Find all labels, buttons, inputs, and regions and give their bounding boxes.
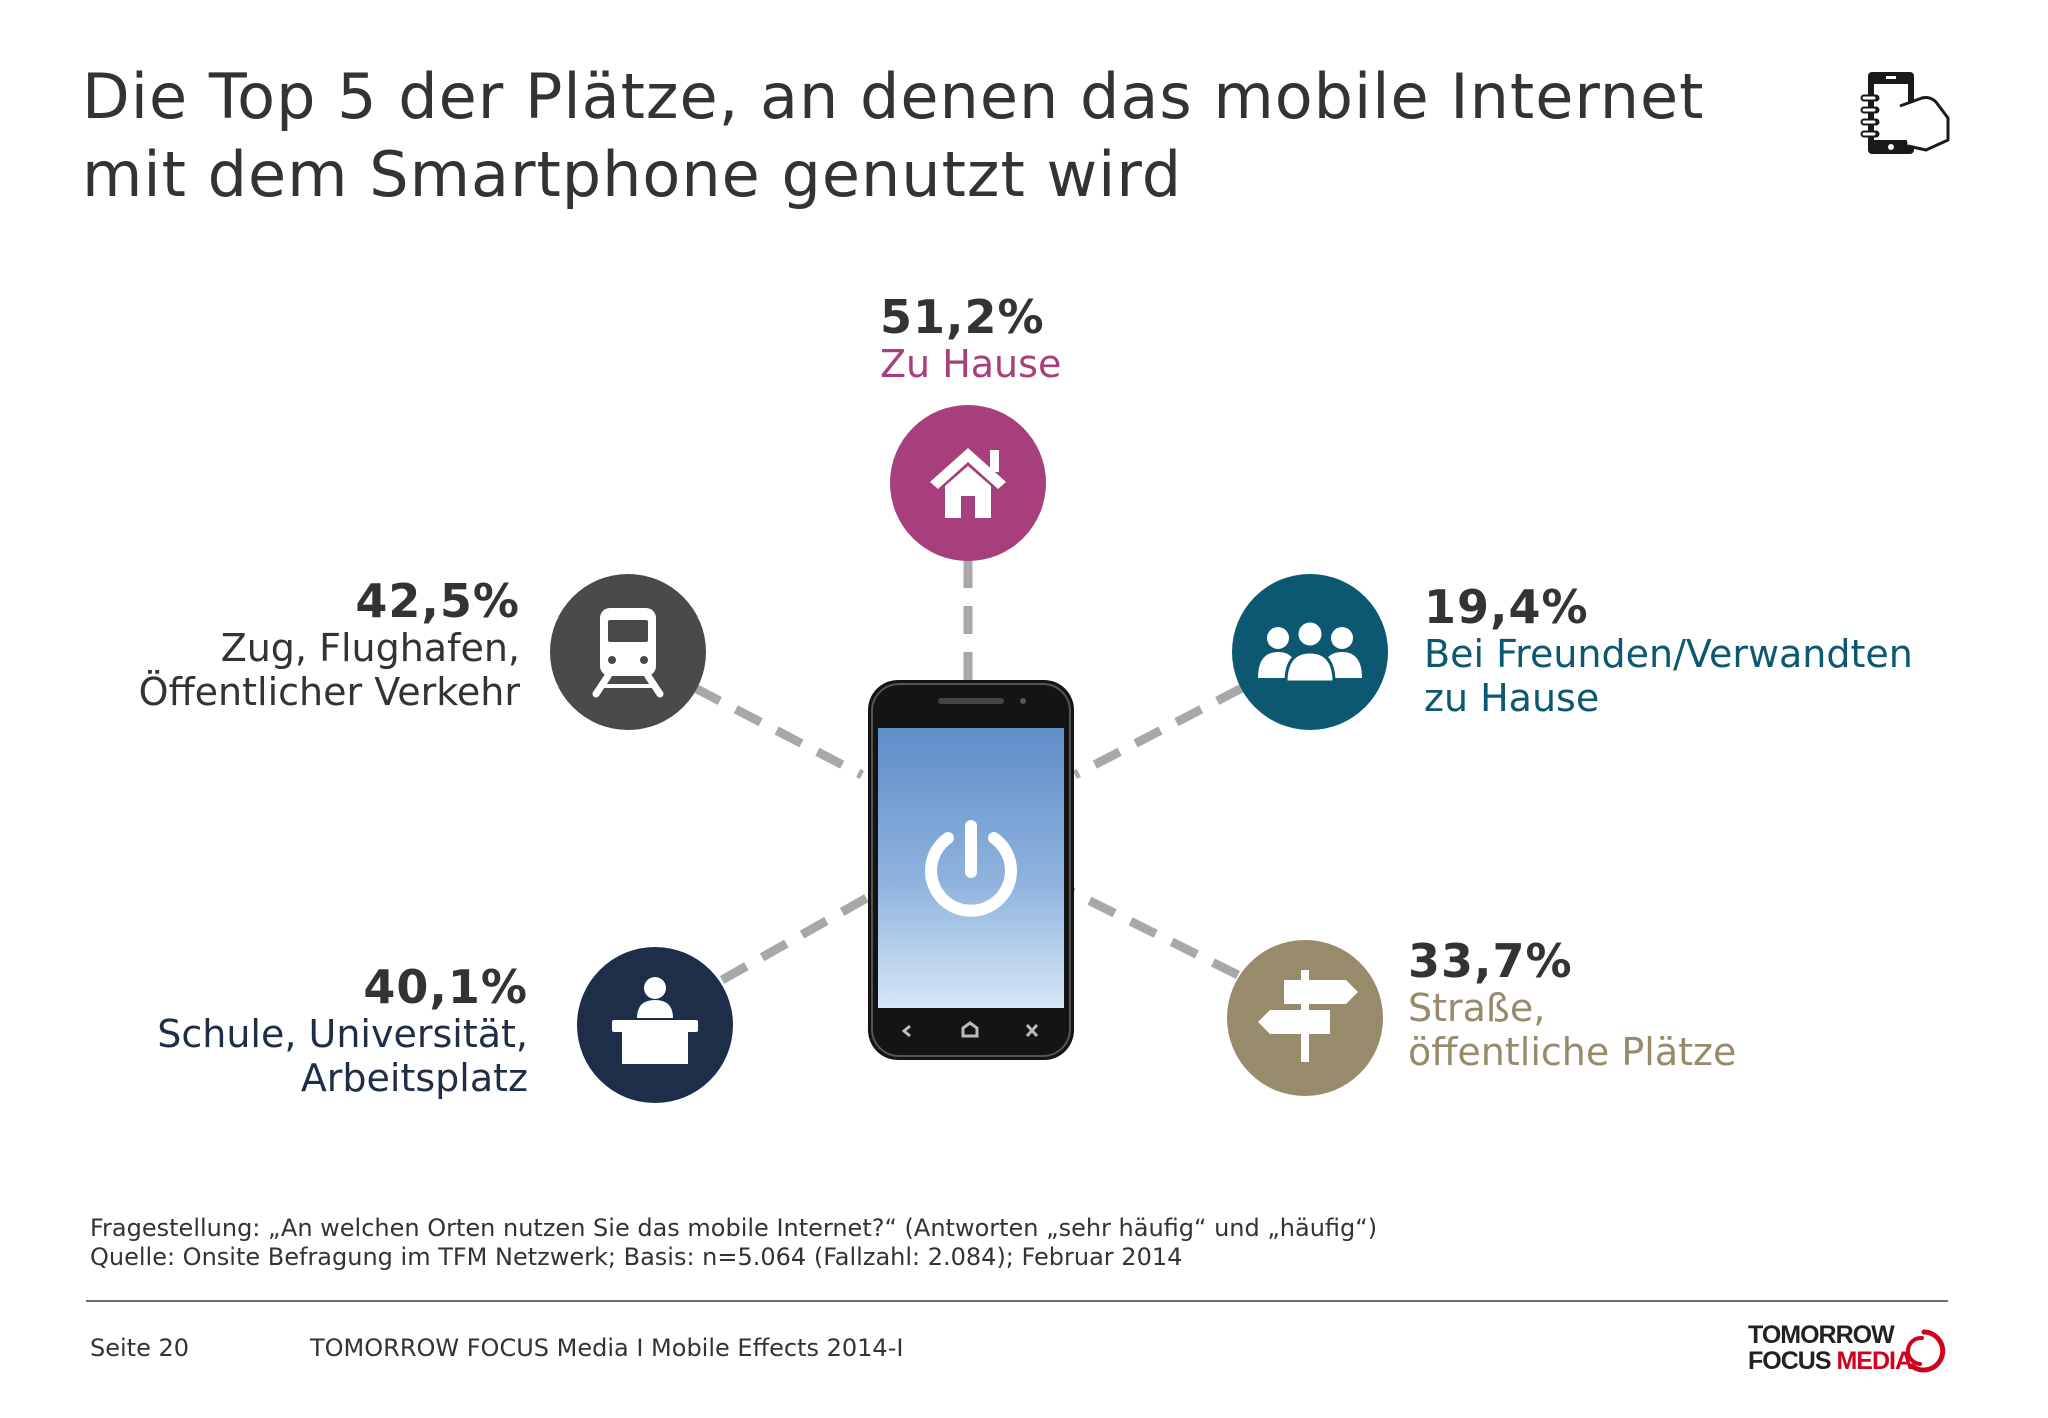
people-group-icon — [1258, 619, 1362, 684]
percent-transport: 42,5% — [355, 574, 520, 628]
percent-friends: 19,4% — [1424, 580, 1589, 634]
friends-circle — [1232, 574, 1388, 730]
percent-education: 40,1% — [363, 960, 528, 1014]
page-title: Die Top 5 der Plätze, an denen das mobil… — [82, 58, 1705, 214]
label-education-line-1: Schule, Universität, — [157, 1012, 528, 1056]
place-transport: 42,5% Zug, Flughafen, Öffentlicher Verke… — [139, 576, 520, 714]
speaker-desk-icon — [612, 977, 698, 1064]
logo-swirl-icon — [1906, 1329, 1946, 1373]
education-circle — [577, 947, 733, 1103]
footnotes: Fragestellung: „An welchen Orten nutzen … — [90, 1214, 1377, 1272]
street-circle — [1227, 940, 1383, 1096]
label-street-line-1: Straße, — [1408, 986, 1546, 1030]
home-circle — [890, 405, 1046, 561]
house-icon — [930, 448, 1006, 518]
percent-home: 51,2% — [880, 290, 1045, 344]
train-icon — [592, 608, 664, 698]
signpost-icon — [1258, 970, 1358, 1062]
label-transport-line-2: Öffentlicher Verkehr — [138, 670, 520, 714]
logo-focus: FOCUS — [1748, 1347, 1837, 1375]
place-friends: 19,4% Bei Freunden/Verwandten zu Hause — [1424, 582, 1913, 720]
label-home: Zu Hause — [880, 342, 1062, 386]
logo-line-1: TOMORROW — [1748, 1321, 1895, 1349]
percent-street: 33,7% — [1408, 934, 1573, 988]
power-icon — [925, 820, 1017, 917]
title-line-2: mit dem Smartphone genutzt wird — [82, 138, 1183, 211]
question-note: Fragestellung: „An welchen Orten nutzen … — [90, 1214, 1378, 1242]
place-education: 40,1% Schule, Universität, Arbeitsplatz — [157, 962, 528, 1100]
company-logo: TOMORROW FOCUS MEDIA — [1748, 1321, 1946, 1375]
connector-transport — [692, 684, 865, 779]
connector-friends — [1072, 684, 1245, 779]
label-street-line-2: öffentliche Plätze — [1408, 1030, 1737, 1074]
connector-education — [719, 891, 875, 984]
logo-media: MEDIA — [1836, 1347, 1913, 1375]
title-line-1: Die Top 5 der Plätze, an denen das mobil… — [82, 60, 1705, 133]
label-friends-line-2: zu Hause — [1424, 676, 1600, 720]
hand-holding-phone-icon — [1860, 72, 1950, 154]
footer-company: TOMORROW FOCUS Media I Mobile Effects 20… — [310, 1334, 904, 1362]
back-icon — [901, 1024, 911, 1038]
connector-lines — [692, 560, 1245, 984]
label-transport-line-1: Zug, Flughafen, — [220, 626, 520, 670]
place-street: 33,7% Straße, öffentliche Plätze — [1408, 936, 1736, 1074]
label-education-line-2: Arbeitsplatz — [300, 1056, 528, 1100]
source-note: Quelle: Onsite Befragung im TFM Netzwerk… — [90, 1243, 1183, 1271]
footer-divider — [86, 1300, 1948, 1302]
logo-line-2: FOCUS MEDIA — [1748, 1347, 1913, 1375]
connector-street — [1065, 885, 1241, 980]
smartphone-icon — [868, 680, 1074, 1060]
page-number: Seite 20 — [90, 1334, 190, 1362]
label-friends-line-1: Bei Freunden/Verwandten — [1424, 632, 1913, 676]
place-home: 51,2% Zu Hause — [880, 292, 1061, 386]
home-nav-icon — [961, 1021, 979, 1038]
close-icon — [1025, 1023, 1039, 1038]
transport-circle — [550, 574, 706, 730]
